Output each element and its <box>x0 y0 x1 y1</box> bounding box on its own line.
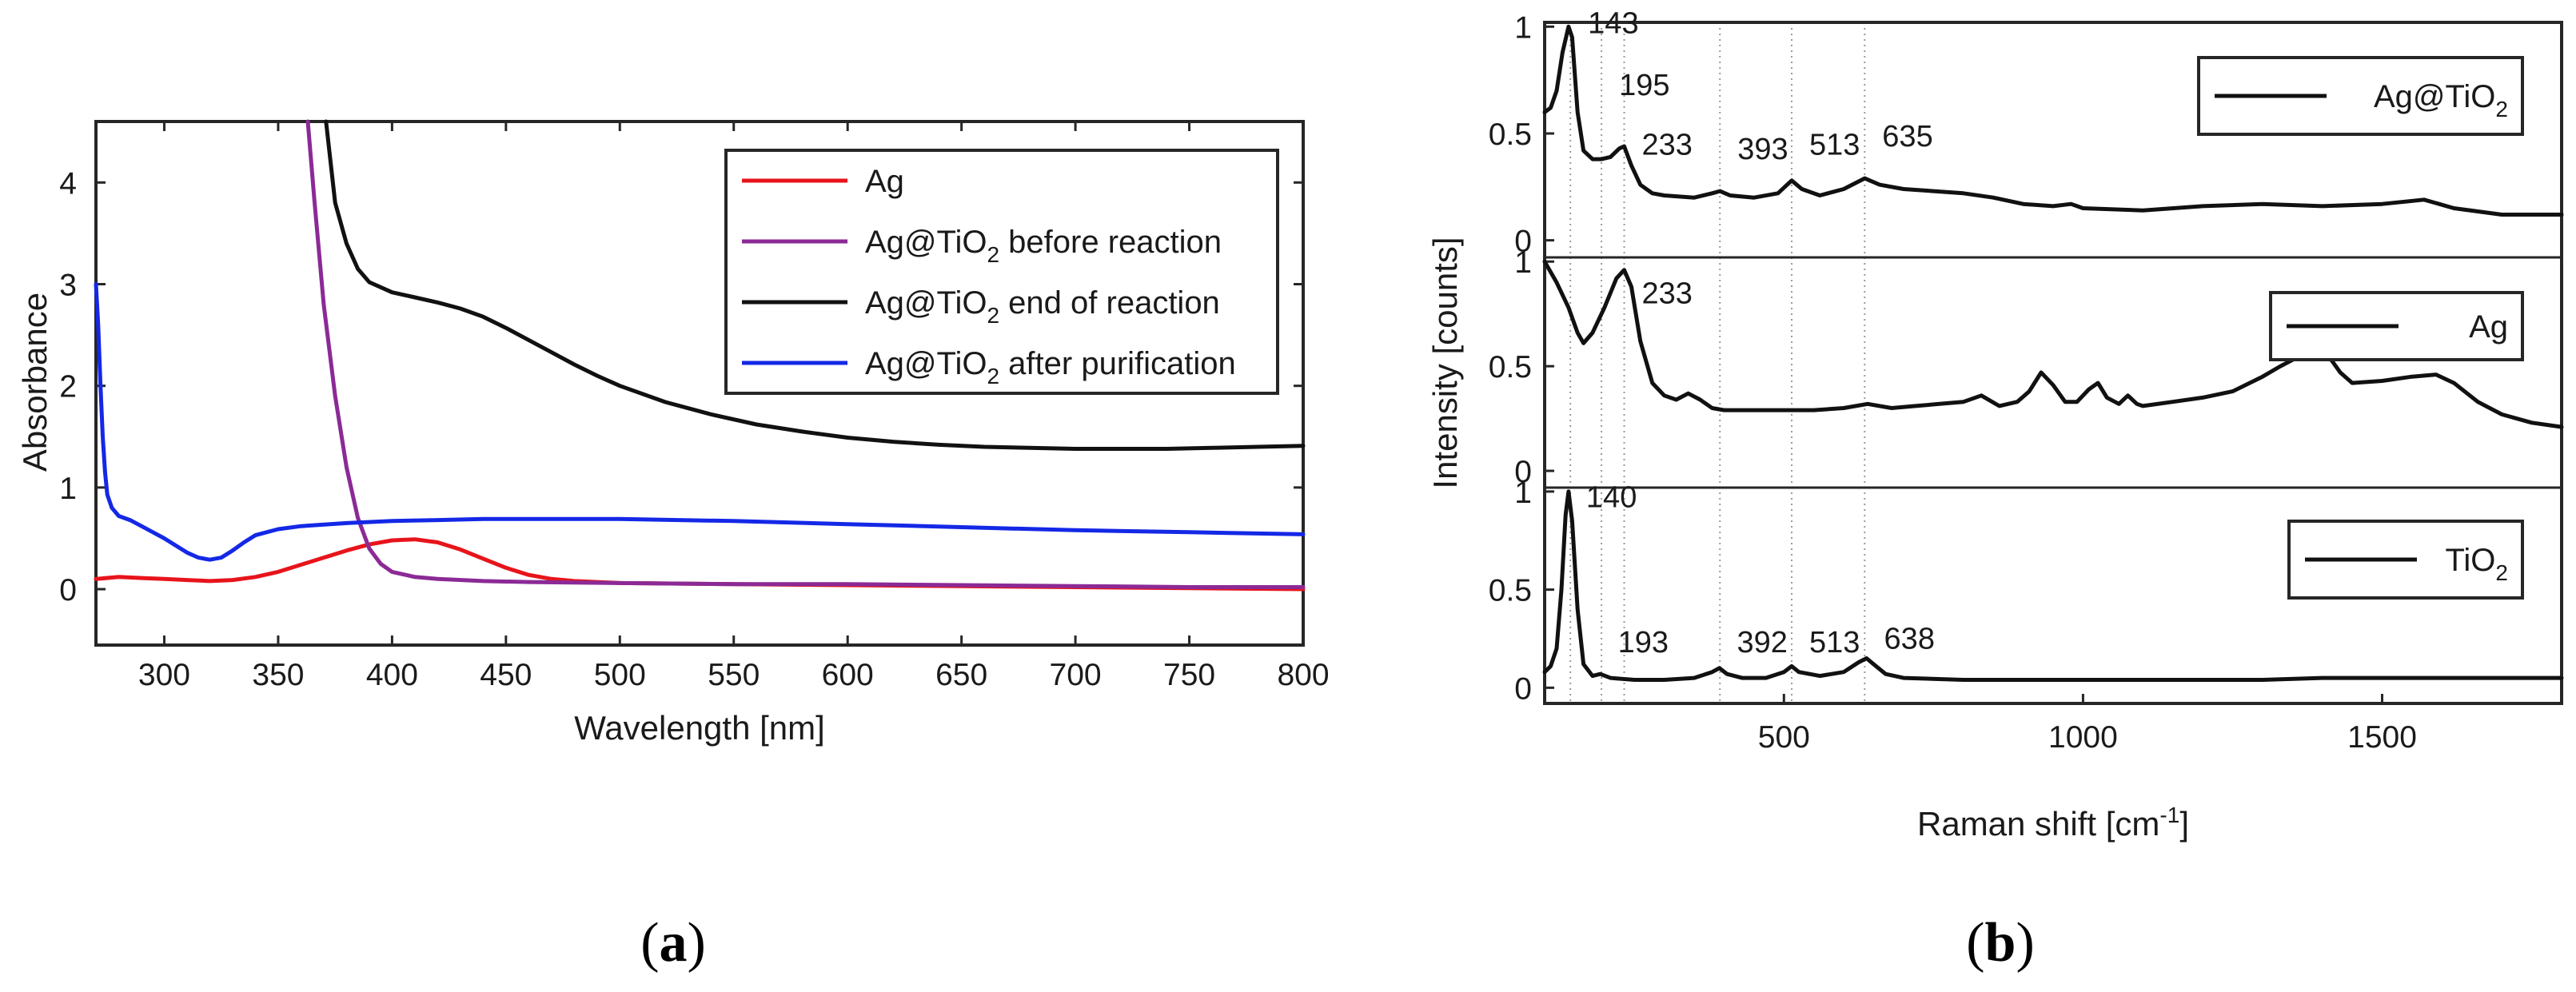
panel-b-legend-label: Ag@TiO2 <box>2374 79 2508 122</box>
panel-b-peak-label: 140 <box>1586 481 1637 515</box>
panel-a-series-line <box>324 119 1306 451</box>
panel-a-legend-label: Ag@TiO2 after purification <box>865 346 1236 388</box>
panel-a-caption: (a) <box>640 912 706 974</box>
panel-b-x-axis-label-end: ] <box>2179 805 2189 843</box>
panel-a-x-tick-label: 650 <box>935 658 987 692</box>
panel-b-y-tick-label: 0 <box>1514 671 1532 706</box>
panel-b-y-tick-label: 0.5 <box>1489 118 1532 152</box>
panel-a-y-tick-label: 2 <box>59 370 77 404</box>
panel-b-plot-frame <box>1543 21 2563 705</box>
panel-b-peak-label: 233 <box>1642 277 1693 311</box>
panel-b-y-tick-label: 1 <box>1514 476 1532 510</box>
panel-a-x-tick-label: 350 <box>252 658 304 692</box>
panel-b-y-tick-label: 0 <box>1514 225 1532 259</box>
panel-b-peak-label: 638 <box>1884 622 1935 655</box>
panel-b-peak-label: 193 <box>1618 626 1669 659</box>
panel-a-x-tick-label: 550 <box>708 658 760 692</box>
panel-b-y-tick-label: 1 <box>1514 10 1532 45</box>
panel-a-y-axis-label: Absorbance <box>16 293 54 472</box>
panel-a-series-group <box>94 119 1306 592</box>
panel-b-x-tick-label: 1000 <box>2048 720 2118 755</box>
panel-a-y-tick-label: 4 <box>59 166 77 201</box>
panel-a-y-tick-label: 0 <box>59 573 77 608</box>
panel-a-legend-label: Ag@TiO2 end of reaction <box>865 285 1220 328</box>
panel-b-caption-letter: b <box>1985 912 2016 974</box>
panel-a-legend-box <box>724 149 1279 395</box>
panel-a-x-tick-label: 750 <box>1163 658 1215 692</box>
panel-b-legend-label: TiO2 <box>2445 543 2508 585</box>
panel-a-absorbance-chart: 300 350 400 450 500 550 600 650 700 750 800 0 1 2 3 4 A… <box>16 119 1330 974</box>
panel-b-peak-label: 513 <box>1809 626 1860 659</box>
panel-b-y-tick-label: 0 <box>1514 455 1532 489</box>
panel-a-x-tick-label: 400 <box>366 658 418 692</box>
panel-b-caption: (b) <box>1966 912 2035 974</box>
panel-b-peak-label: 635 <box>1882 120 1932 153</box>
panel-b-y-tick-label: 0.5 <box>1489 350 1532 384</box>
panel-a-x-axis-label: Wavelength [nm] <box>574 709 825 747</box>
panel-b-peak-label: 233 <box>1642 129 1693 162</box>
panel-a-x-tick-label: 300 <box>138 658 190 692</box>
panel-b-legends: Ag@TiO2 Ag TiO2 <box>2197 56 2524 600</box>
panel-b-x-tick-label: 1500 <box>2347 720 2417 755</box>
panel-a-y-tick-label: 3 <box>59 268 77 302</box>
panel-b-peak-label: 392 <box>1737 626 1787 659</box>
panel-b-spectrum-line <box>1542 24 2564 217</box>
panel-a-series-line <box>94 282 1306 562</box>
panel-a-legend-label: Ag@TiO2 before reaction <box>865 225 1222 267</box>
panel-b-peak-label: 143 <box>1588 6 1638 40</box>
panel-a-legend-label: Ag <box>865 164 904 199</box>
panel-a-caption-letter: a <box>660 912 688 974</box>
panel-b-legend-label: Ag <box>2469 309 2508 345</box>
panel-a-x-tick-label: 700 <box>1050 658 1102 692</box>
panel-a-legend: Ag Ag@TiO2 before reaction Ag@TiO2 end of … <box>724 149 1279 395</box>
panel-a-ticks: 300 350 400 450 500 550 600 650 700 750 800 0 1 2 3 4 <box>59 122 1330 692</box>
panel-b-peak-label: 195 <box>1619 69 1669 102</box>
panel-b-x-axis-label-sup: -1 <box>2159 803 2179 827</box>
panel-b-x-axis-label: Raman shift [cm-1] <box>1917 803 2189 843</box>
panel-b-reference-lines <box>1569 22 1866 703</box>
panel-a-series-line <box>94 537 1306 592</box>
panel-b-peak-label: 513 <box>1809 129 1860 162</box>
panel-b-y-axis-label: Intensity [counts] <box>1426 237 1464 488</box>
panel-b-peak-labels: 143 195 233 393 513 635 233 140 193 392 513 638 <box>1586 6 1935 659</box>
panel-b-peak-label: 393 <box>1737 133 1788 166</box>
panel-a-x-tick-label: 800 <box>1277 658 1329 692</box>
panel-b-spectrum-line <box>1542 489 2564 682</box>
panel-a-x-tick-label: 450 <box>480 658 532 692</box>
panel-a-series-line <box>305 119 1306 589</box>
panel-a-y-tick-label: 1 <box>59 472 77 506</box>
panel-a-x-tick-label: 600 <box>822 658 874 692</box>
panel-a-x-tick-label: 500 <box>594 658 646 692</box>
panel-b-x-tick-label: 500 <box>1758 720 1810 755</box>
panel-a-plot-frame <box>94 120 1305 647</box>
panel-b-y-tick-label: 0.5 <box>1489 574 1532 608</box>
panel-b-y-tick-label: 1 <box>1514 245 1532 280</box>
panel-b-x-axis-label-main: Raman shift [cm <box>1917 805 2159 843</box>
